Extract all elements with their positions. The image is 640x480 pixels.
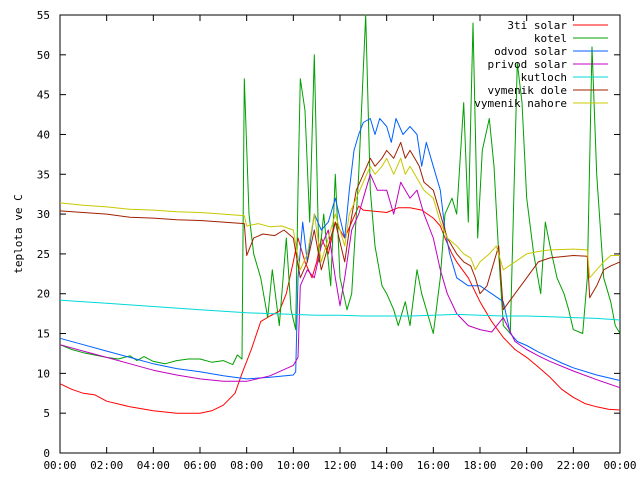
series-line-1 [59, 205, 621, 414]
series-line-6 [59, 141, 621, 311]
legend-label: odvod solar [494, 45, 567, 58]
series-line-7 [59, 157, 620, 279]
y-tick-label: 15 [37, 328, 50, 341]
x-axis: 00:00 02:00 04:00 06:00 08:00 10:00 12:00 14:00… [43, 15, 637, 472]
y-tick-label: 5 [43, 407, 50, 420]
x-tick-label: 06:00 [183, 459, 216, 472]
legend-label: vymenik dole [488, 84, 567, 97]
legend-label: privod solar [488, 58, 568, 71]
x-tick-label: 22:00 [557, 459, 590, 472]
x-tick-label: 10:00 [277, 459, 310, 472]
x-tick-label: 16:00 [417, 459, 450, 472]
y-axis: 0 5 10 15 20 25 30 35 40 45 50 55 [37, 9, 620, 460]
legend-label: kotel [534, 32, 567, 45]
y-tick-label: 30 [37, 208, 50, 221]
series-line-5 [59, 299, 621, 321]
x-tick-label: 14:00 [370, 459, 403, 472]
x-tick-label: 18:00 [463, 459, 496, 472]
legend-label: 3ti solar [507, 19, 567, 32]
y-tick-label: 35 [37, 168, 50, 181]
y-axis-label: teplota ve C [12, 194, 25, 273]
x-tick-label: 04:00 [137, 459, 170, 472]
y-tick-label: 55 [37, 9, 50, 22]
y-tick-label: 25 [37, 248, 50, 261]
legend-label: kutloch [521, 71, 567, 84]
y-tick-label: 40 [37, 128, 50, 141]
series-layer [59, 14, 621, 414]
y-tick-label: 0 [43, 447, 50, 460]
x-tick-label: 00:00 [603, 459, 636, 472]
series-line-2 [59, 14, 621, 366]
series-line-3 [59, 118, 621, 381]
y-tick-label: 20 [37, 288, 50, 301]
x-tick-label: 12:00 [323, 459, 356, 472]
y-tick-label: 10 [37, 367, 50, 380]
y-tick-label: 45 [37, 89, 50, 102]
x-tick-label: 02:00 [90, 459, 123, 472]
series-line-4 [59, 173, 621, 389]
x-tick-label: 20:00 [510, 459, 543, 472]
legend-label: vymenik nahore [474, 97, 567, 110]
x-tick-label: 08:00 [230, 459, 263, 472]
x-tick-label: 00:00 [43, 459, 76, 472]
y-tick-label: 50 [37, 49, 50, 62]
